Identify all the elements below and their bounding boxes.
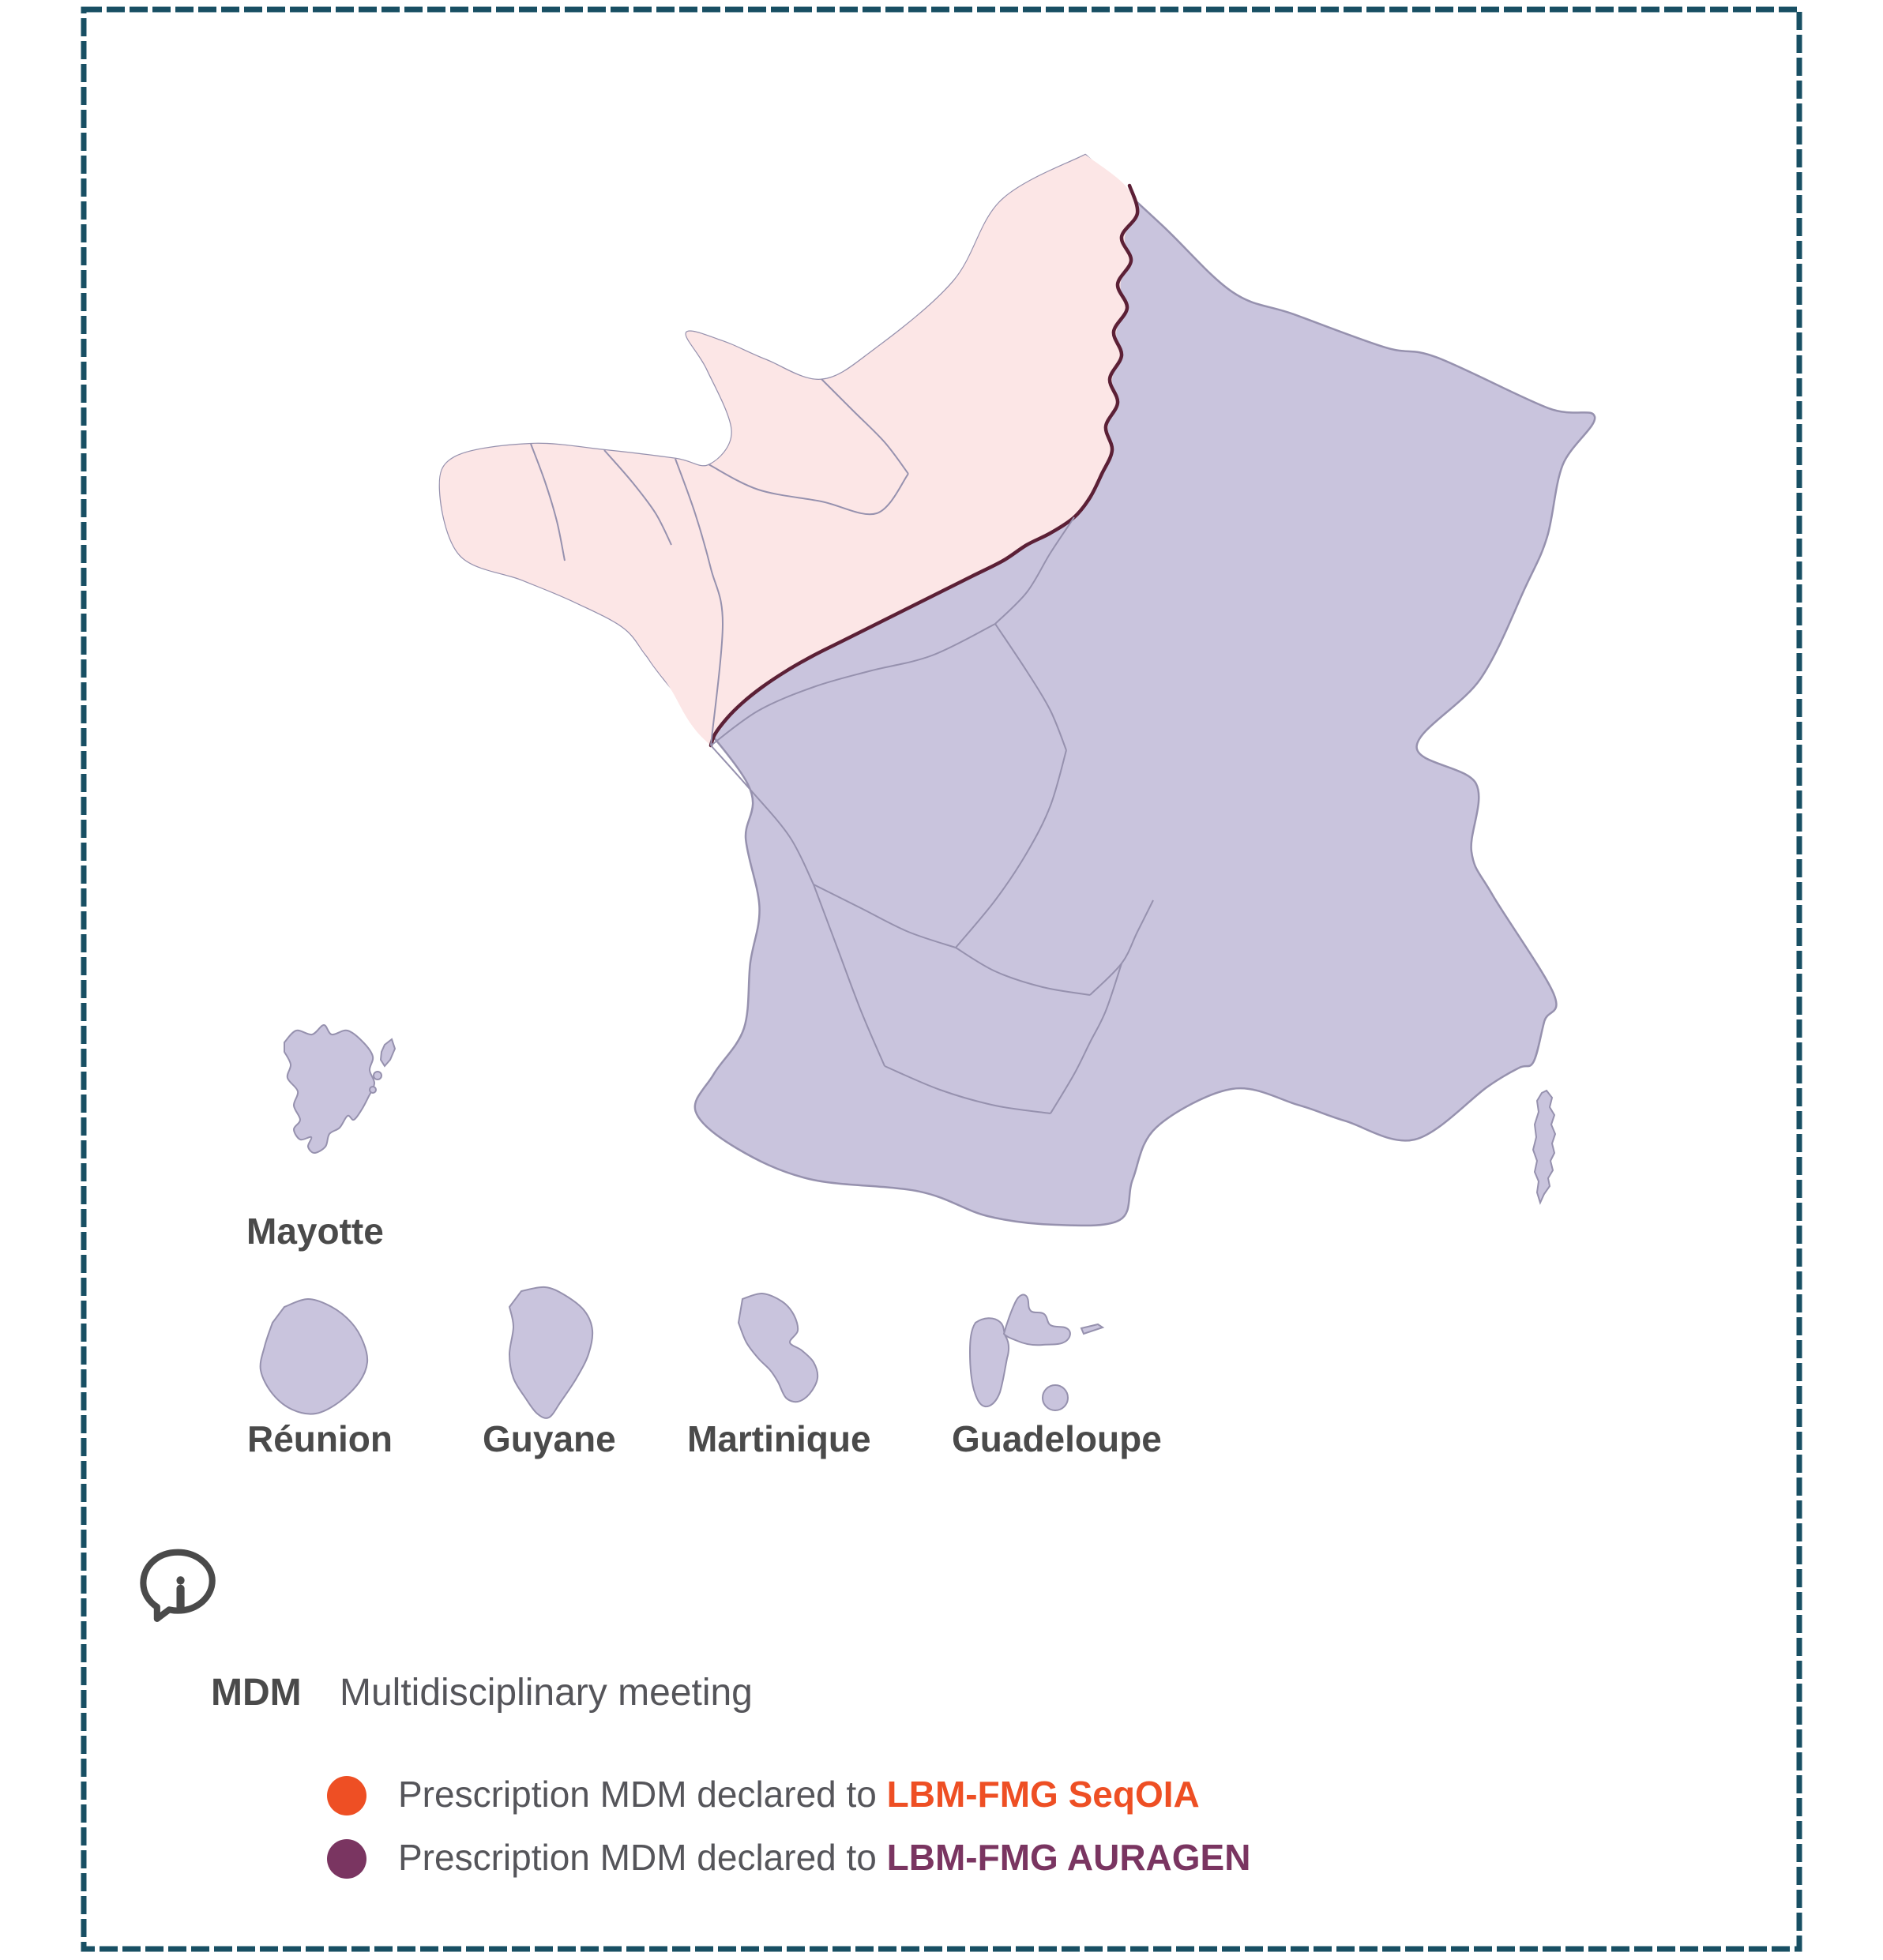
svg-text:Multidisciplinary meeting: Multidisciplinary meeting (340, 1672, 753, 1714)
svg-text:MDM: MDM (211, 1672, 302, 1714)
svg-text:Réunion: Réunion (247, 1418, 393, 1459)
svg-text:Martinique: Martinique (687, 1418, 871, 1459)
svg-text:Guyane: Guyane (483, 1418, 616, 1459)
svg-text:Mayotte: Mayotte (246, 1211, 384, 1252)
svg-text:Prescription MDM declared to L: Prescription MDM declared to LBM-FMG AUR… (398, 1837, 1250, 1878)
svg-text:Prescription MDM declared to L: Prescription MDM declared to LBM-FMG Seq… (398, 1774, 1200, 1815)
svg-text:Guadeloupe: Guadeloupe (952, 1418, 1162, 1459)
